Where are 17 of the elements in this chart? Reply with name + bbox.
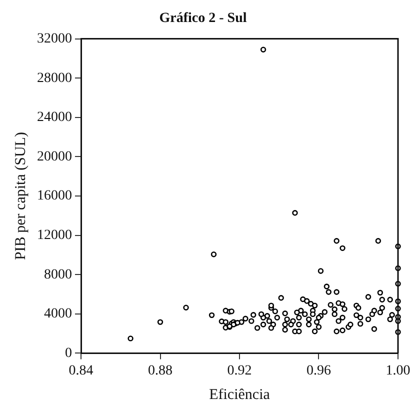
y-axis-title: PIB per capita (SUL) xyxy=(12,132,29,260)
y-tick-label: 20000 xyxy=(37,149,72,164)
y-tick-label: 4000 xyxy=(44,306,72,322)
x-axis-title: Eficiência xyxy=(209,386,270,403)
y-tick-label: 12000 xyxy=(37,228,72,243)
x-tick-label: 0.88 xyxy=(148,363,172,378)
y-tick-label: 24000 xyxy=(37,110,72,126)
y-tick-label: 16000 xyxy=(37,188,72,204)
x-tick-label: 1.00 xyxy=(386,363,410,378)
x-tick-label: 0.96 xyxy=(306,363,331,378)
x-tick-label: 0.92 xyxy=(227,363,252,378)
y-tick-label: 32000 xyxy=(37,31,72,46)
y-tick-label: 0 xyxy=(65,346,72,361)
x-tick-label: 0.84 xyxy=(68,363,94,378)
chart-title: Gráfico 2 - Sul xyxy=(159,11,247,26)
y-tick-label: 8000 xyxy=(44,267,72,282)
y-tick-label: 28000 xyxy=(37,70,72,86)
